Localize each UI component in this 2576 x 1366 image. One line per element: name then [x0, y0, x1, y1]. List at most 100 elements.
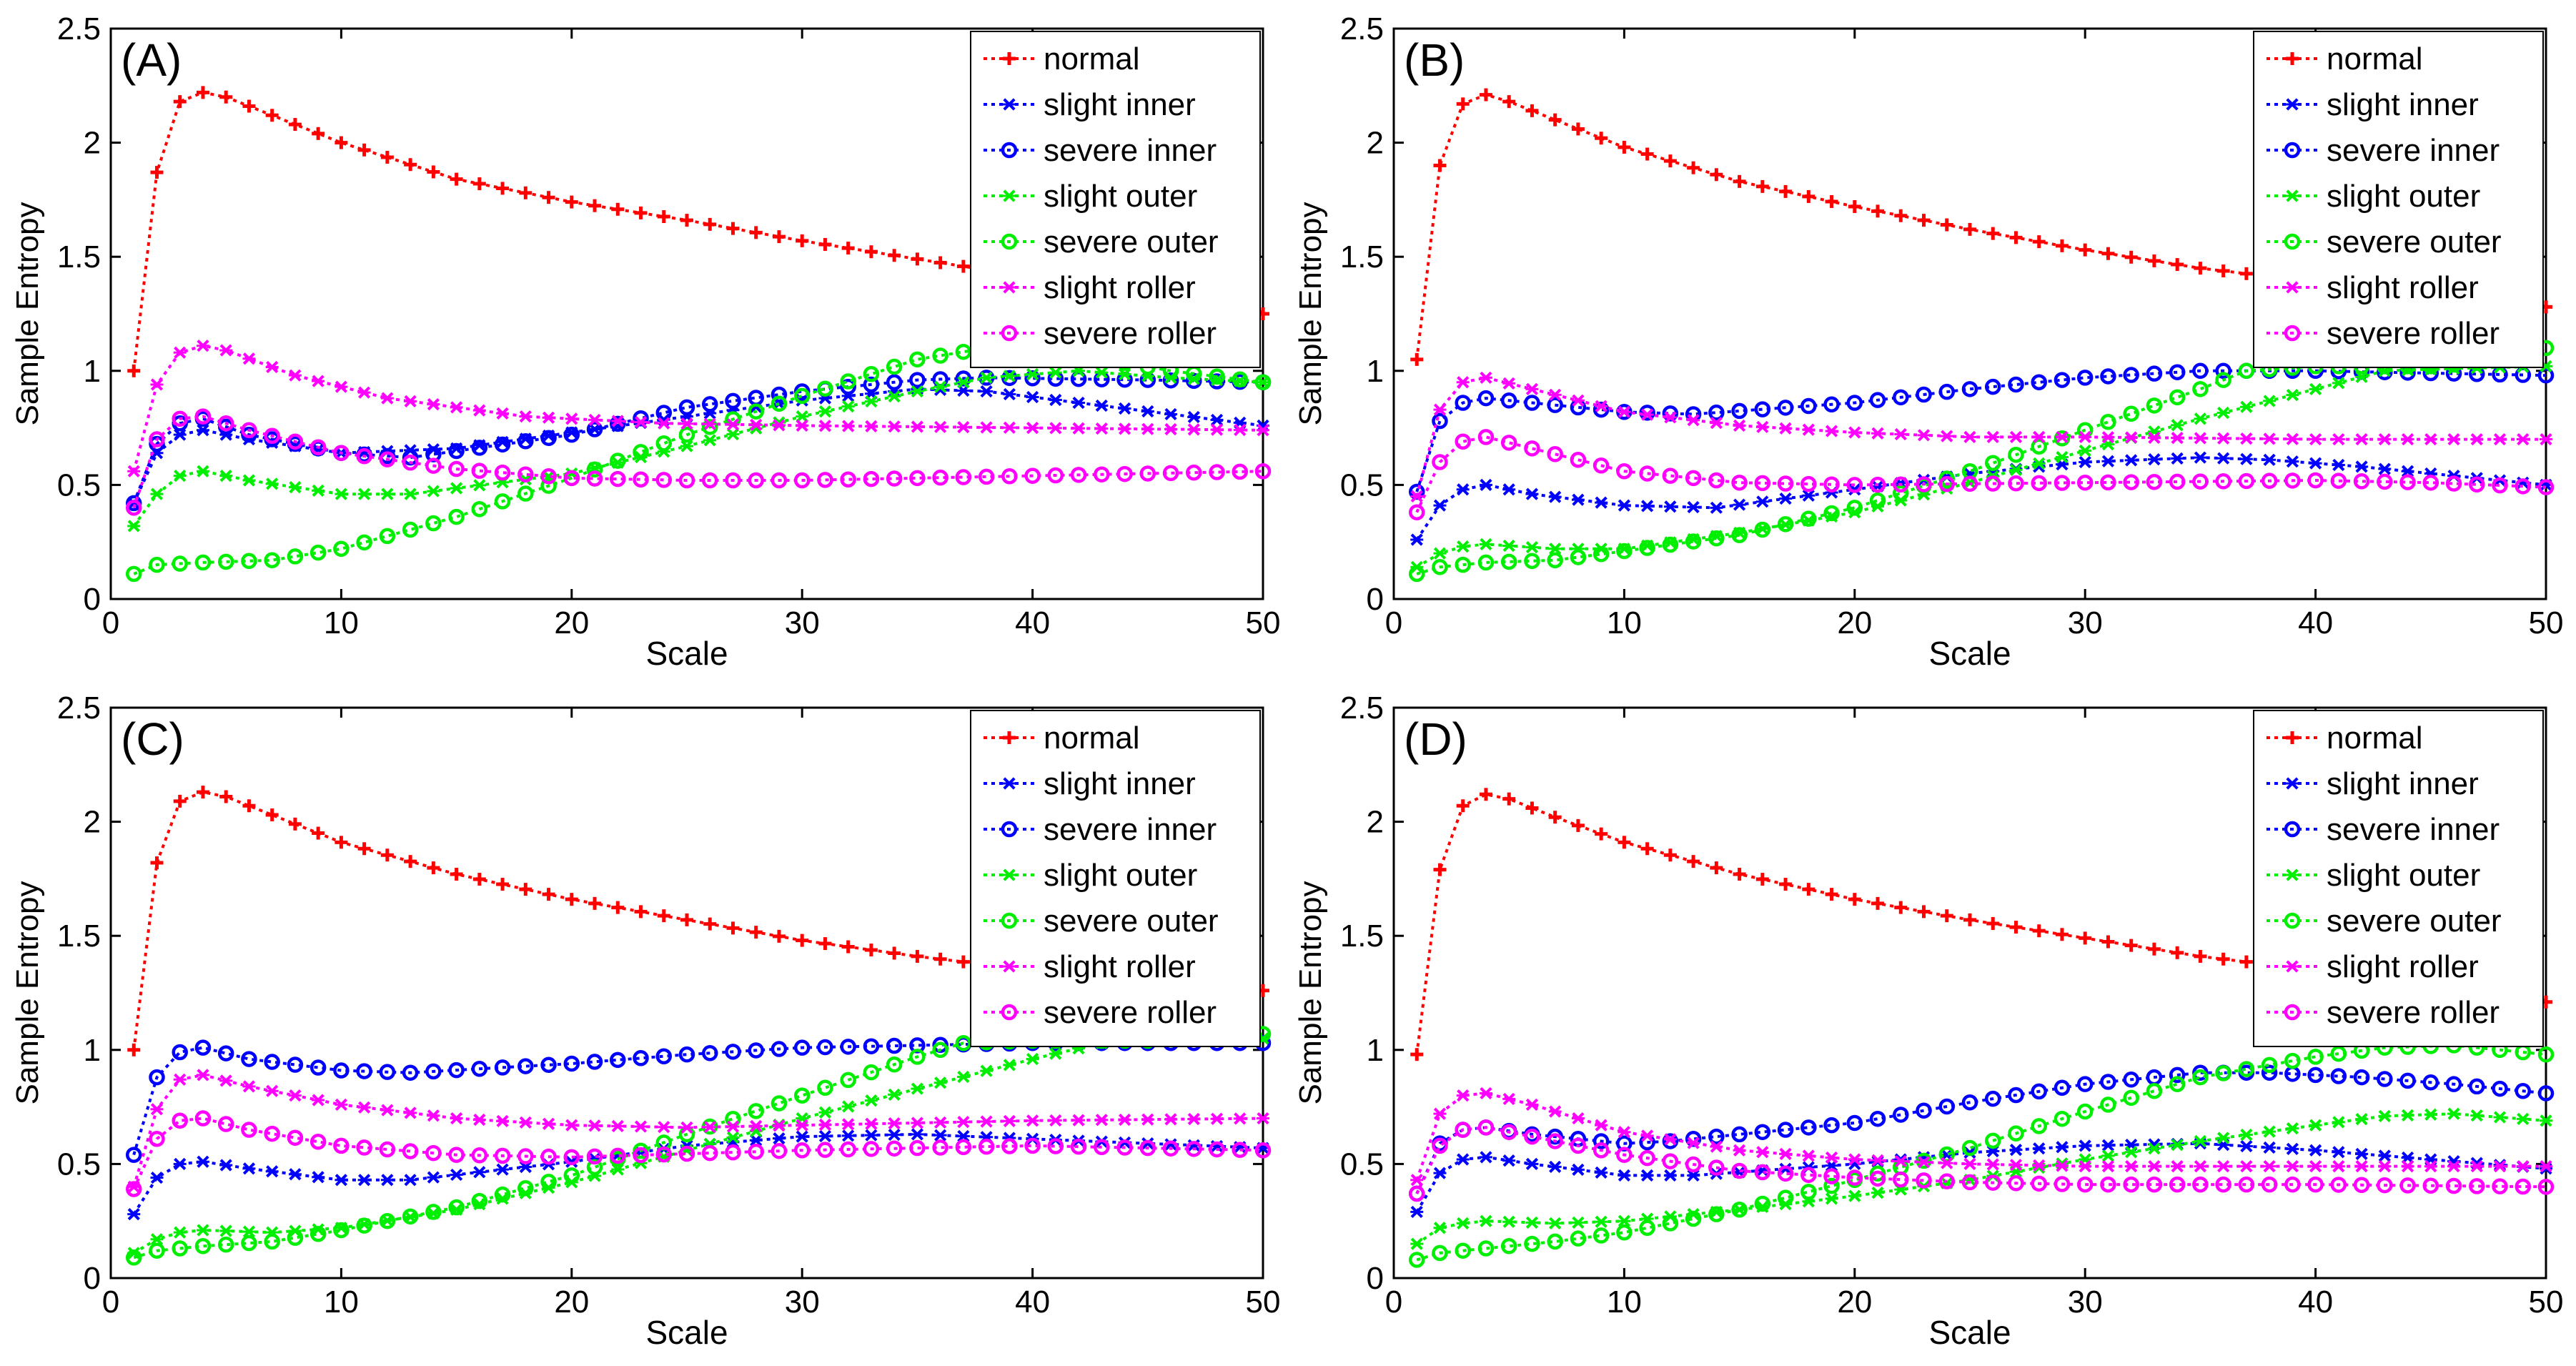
- data-point: [793, 387, 811, 405]
- data-point: [1663, 1133, 1677, 1146]
- data-point: [1456, 1217, 1470, 1230]
- legend-label: slight inner: [2327, 87, 2479, 122]
- data-point: [1456, 1089, 1470, 1102]
- data-point: [2123, 367, 2139, 383]
- data-point: [2263, 432, 2277, 445]
- data-point: [2123, 405, 2139, 422]
- data-point: [772, 1119, 786, 1132]
- data-point: [655, 1146, 673, 1163]
- panel-2: 0 10 20 30 40 50 0 0.5 1 1.5 2 2.5 Scale Sample Entro…: [10, 691, 1280, 1351]
- legend-label: severe roller: [1044, 316, 1217, 351]
- data-point: [1024, 370, 1041, 387]
- legend-label: severe inner: [1044, 812, 1217, 847]
- data-point: [2401, 465, 2414, 477]
- data-point: [1049, 1047, 1062, 1060]
- data-point: [1162, 1140, 1179, 1157]
- data-point: [379, 1064, 396, 1080]
- data-point: [586, 470, 603, 487]
- data-point: [2146, 365, 2163, 382]
- data-point: [335, 836, 348, 849]
- data-point: [1687, 500, 1700, 514]
- legend-label: severe roller: [2327, 995, 2500, 1030]
- data-point: [380, 487, 394, 500]
- legend-label: severe outer: [2327, 224, 2502, 259]
- data-point: [586, 1054, 603, 1070]
- data-point: [2537, 367, 2555, 384]
- data-point: [2239, 452, 2253, 465]
- data-point: [1800, 475, 1817, 493]
- y-tick-label: 1: [84, 1033, 101, 1068]
- data-point: [633, 410, 649, 427]
- data-point: [2216, 452, 2230, 465]
- y-axis-label: Sample Entropy: [1293, 202, 1328, 425]
- series-slight-roller: [127, 1069, 1269, 1193]
- data-point: [335, 487, 348, 500]
- data-point: [2447, 1107, 2461, 1120]
- legend-entry: slight inner: [984, 766, 1196, 801]
- data-point: [956, 376, 970, 389]
- data-point: [1754, 1164, 1771, 1181]
- data-point: [1049, 366, 1062, 379]
- data-point: [1984, 1090, 2001, 1107]
- data-point: [2079, 430, 2092, 443]
- data-point: [1754, 401, 1771, 417]
- data-point: [1663, 1169, 1677, 1182]
- data-point: [150, 378, 164, 391]
- data-point: [1800, 1119, 1817, 1136]
- data-point: [633, 471, 649, 487]
- data-point: [356, 1217, 372, 1234]
- data-point: [978, 1138, 995, 1155]
- data-point: [1846, 395, 1863, 411]
- data-point: [1502, 377, 1516, 390]
- data-point: [542, 888, 555, 901]
- data-point: [287, 1056, 304, 1073]
- data-point: [1963, 1157, 1976, 1171]
- data-point: [241, 1051, 257, 1067]
- data-point: [1802, 1149, 1815, 1162]
- data-point: [2355, 1159, 2369, 1173]
- data-point: [1547, 552, 1563, 568]
- data-point: [956, 1116, 970, 1129]
- data-point: [2216, 1159, 2230, 1173]
- data-point: [357, 842, 371, 856]
- data-point: [2424, 432, 2437, 446]
- data-point: [1410, 1048, 1424, 1061]
- data-point: [1433, 1167, 1447, 1179]
- data-point: [1479, 88, 1492, 102]
- data-point: [288, 1089, 302, 1102]
- data-point: [2194, 432, 2207, 445]
- data-point: [1432, 1137, 1448, 1154]
- data-point: [1479, 538, 1492, 551]
- data-point: [1026, 1052, 1039, 1066]
- y-tick-label: 1: [1367, 1033, 1384, 1068]
- data-point: [725, 1144, 741, 1161]
- legend-box: [970, 710, 1261, 1047]
- series-slight-roller: [127, 340, 1269, 477]
- data-point: [955, 1139, 972, 1156]
- data-point: [863, 470, 880, 487]
- legend-label: severe roller: [1044, 995, 1217, 1030]
- data-point: [680, 440, 693, 452]
- data-point: [2470, 1159, 2484, 1173]
- data-point: [2353, 473, 2370, 490]
- data-point: [1139, 465, 1156, 482]
- data-point: [2123, 474, 2139, 490]
- data-point: [1777, 1165, 1794, 1182]
- data-point: [1779, 1147, 1793, 1160]
- data-point: [472, 404, 486, 417]
- y-tick-label: 0: [84, 582, 101, 617]
- data-point: [425, 1063, 442, 1080]
- data-point: [1095, 1114, 1109, 1127]
- data-point: [1938, 383, 1956, 400]
- data-point: [2309, 457, 2322, 470]
- data-point: [2008, 1174, 2024, 1192]
- data-point: [1779, 492, 1793, 505]
- data-point: [2399, 1072, 2416, 1089]
- data-point: [680, 417, 693, 430]
- data-point: [1823, 396, 1840, 413]
- y-tick-label: 0.5: [1340, 1147, 1384, 1182]
- data-point: [312, 1094, 325, 1107]
- data-point: [149, 1131, 165, 1147]
- data-point: [1663, 154, 1677, 168]
- data-point: [956, 1070, 970, 1084]
